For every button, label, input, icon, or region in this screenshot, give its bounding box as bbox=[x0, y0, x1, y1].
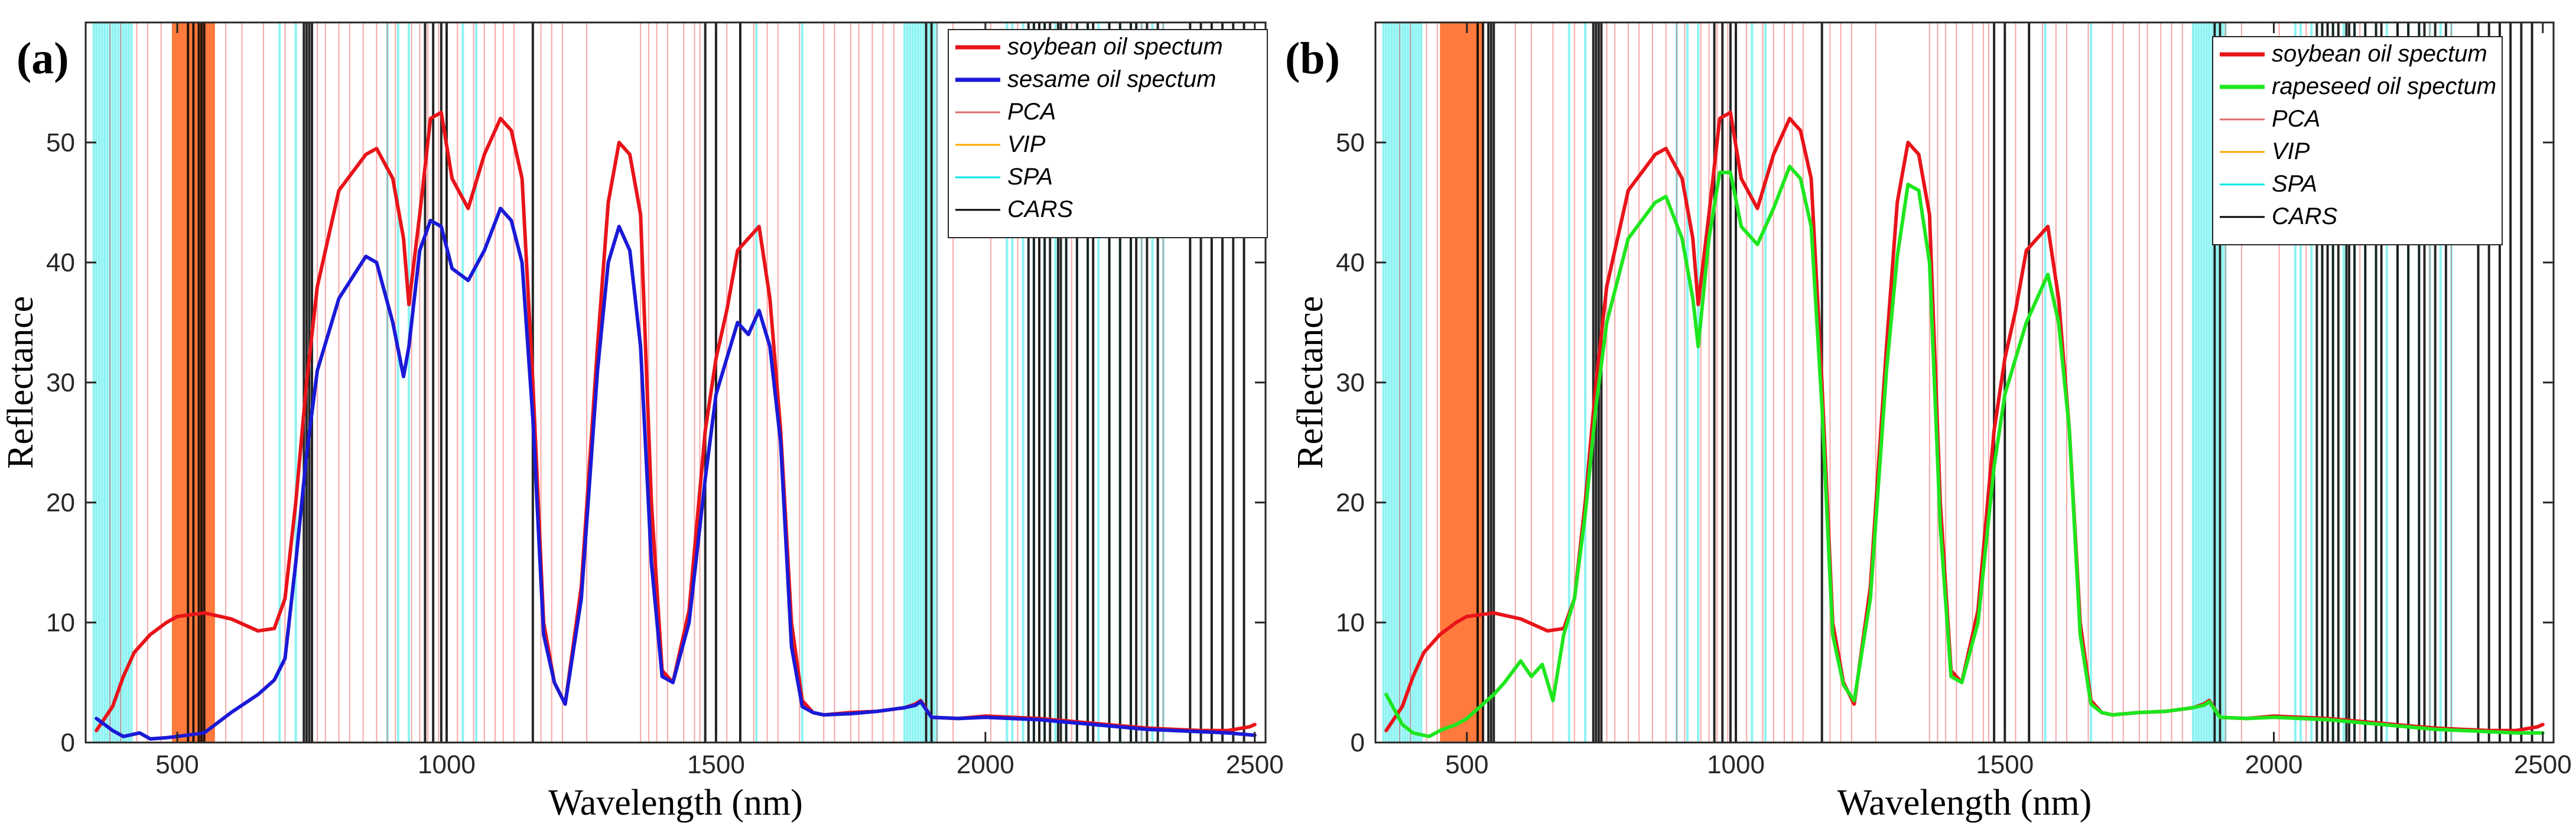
x-tick-label: 1500 bbox=[687, 750, 745, 779]
y-tick-label: 20 bbox=[1336, 488, 1365, 517]
panel-a: 500 1000 1500 2000 2500 0 10 20 30 40 50 Waveleng… bbox=[1, 21, 1284, 823]
y-tick-label: 50 bbox=[46, 128, 75, 157]
x-ticks-a: 500 1000 1500 2000 2500 bbox=[155, 22, 1284, 779]
series-line-2 bbox=[95, 206, 1257, 741]
legend-b: soybean oil spectum rapeseed oil spectum P… bbox=[2212, 36, 2503, 245]
x-tick-label: 1000 bbox=[418, 750, 476, 779]
legend-label: VIP bbox=[2272, 138, 2310, 164]
y-tick-label: 40 bbox=[46, 248, 75, 277]
legend-box bbox=[948, 29, 1268, 238]
x-tick-label: 2000 bbox=[2245, 750, 2303, 779]
legend-label: soybean oil spectum bbox=[1007, 34, 1223, 60]
legend-box bbox=[2212, 36, 2503, 245]
y-tick-label: 0 bbox=[1351, 728, 1365, 757]
legend-label: PCA bbox=[2272, 106, 2320, 132]
y-tick-label: 30 bbox=[46, 368, 75, 397]
x-tick-label: 500 bbox=[155, 750, 199, 779]
y-tick-label: 10 bbox=[46, 608, 75, 637]
y-tick-label: 10 bbox=[1336, 608, 1365, 637]
x-axis-title-a: Wavelength (nm) bbox=[548, 783, 803, 823]
panel-label-b: (b) bbox=[1285, 34, 1340, 83]
legend-label: sesame oil spectum bbox=[1007, 66, 1216, 92]
legend-label: SPA bbox=[2272, 171, 2317, 197]
panel-label-a: (a) bbox=[17, 34, 69, 83]
vip-band-b bbox=[1440, 22, 1484, 743]
x-tick-label: 2500 bbox=[1226, 750, 1284, 779]
x-ticks-b: 500 1000 1500 2000 2500 bbox=[1445, 22, 2572, 779]
legend-label: soybean oil spectum bbox=[2272, 41, 2487, 67]
legend-label: CARS bbox=[2272, 203, 2337, 229]
series-line-2 bbox=[1384, 164, 2545, 738]
y-tick-label: 50 bbox=[1336, 128, 1365, 157]
legend-label: rapeseed oil spectum bbox=[2272, 73, 2496, 99]
y-tick-label: 30 bbox=[1336, 368, 1365, 397]
legend-label: CARS bbox=[1007, 196, 1073, 222]
series-lines-b bbox=[1384, 111, 2545, 738]
x-tick-label: 2500 bbox=[2514, 750, 2572, 779]
y-ticks-b: 0 10 20 30 40 50 bbox=[1336, 128, 2554, 757]
x-tick-label: 2000 bbox=[957, 750, 1014, 779]
y-tick-label: 0 bbox=[61, 728, 75, 757]
x-axis-title-b: Wavelength (nm) bbox=[1837, 783, 2092, 823]
panel-b: 500 1000 1500 2000 2500 0 10 20 30 40 50 Waveleng… bbox=[1285, 21, 2572, 823]
y-ticks-a: 0 10 20 30 40 50 bbox=[46, 128, 1266, 757]
legend-label: SPA bbox=[1007, 164, 1053, 190]
legend-label: VIP bbox=[1007, 131, 1046, 157]
x-tick-label: 1500 bbox=[1976, 750, 2034, 779]
y-tick-label: 40 bbox=[1336, 248, 1365, 277]
y-tick-label: 20 bbox=[46, 488, 75, 517]
legend-label: PCA bbox=[1007, 99, 1056, 125]
y-axis-title-a: Reflectance bbox=[1, 296, 41, 469]
vip-band bbox=[1440, 22, 1484, 743]
y-axis-title-b: Reflectance bbox=[1290, 296, 1331, 469]
series-lines-a bbox=[95, 111, 1257, 741]
x-tick-label: 1000 bbox=[1707, 750, 1765, 779]
legend-a: soybean oil spectum sesame oil spectum PCA… bbox=[948, 29, 1268, 238]
x-tick-label: 500 bbox=[1445, 750, 1488, 779]
